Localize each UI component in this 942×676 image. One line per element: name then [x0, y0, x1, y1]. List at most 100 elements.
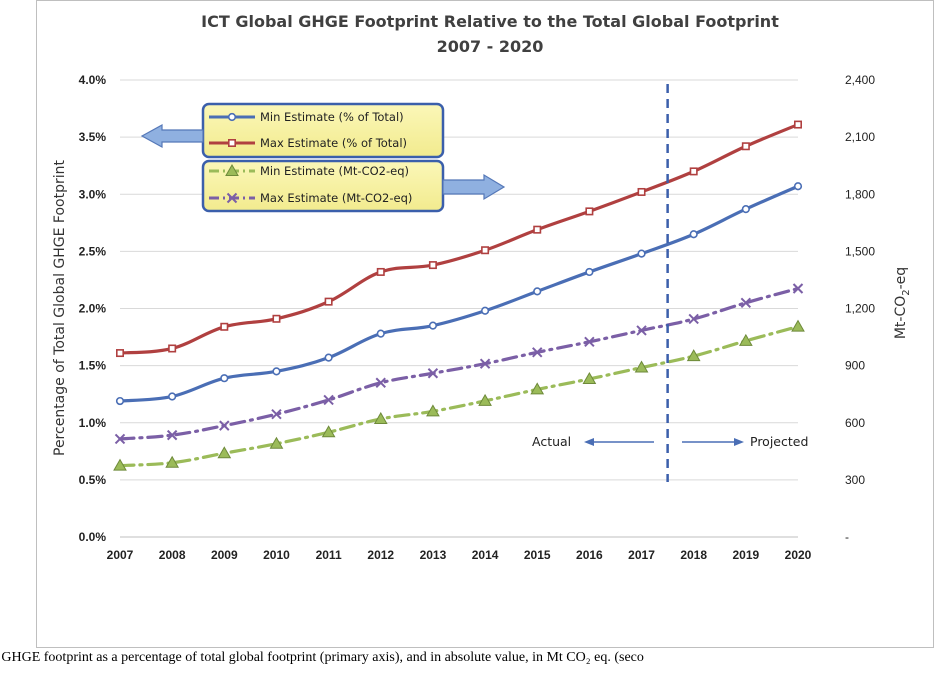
series-3 — [113, 319, 805, 471]
actual-label: Actual — [532, 434, 571, 449]
data-point — [321, 425, 336, 438]
chart-subtitle: 2007 - 2020 — [437, 37, 544, 56]
right-tick-label: 1,800 — [845, 187, 875, 201]
x-marker-stroke — [792, 283, 804, 294]
legend-marker — [226, 192, 238, 204]
x-marker-stroke — [375, 377, 386, 388]
data-point — [427, 368, 439, 379]
left-axis: 0.0% 0.5% 1.0% 1.5% 2.0% 2.5% 3.0% 3.5% 4.0% — [79, 73, 107, 544]
x-marker-stroke — [226, 192, 238, 204]
x-tick-label: 2017 — [628, 548, 655, 562]
left-tick-label: 0.0% — [79, 530, 107, 544]
y-axis-label-left: Percentage of Total Global GHGE Footprin… — [52, 159, 68, 456]
data-point — [688, 313, 699, 325]
data-point — [115, 396, 125, 406]
right-tick-label: 2,400 — [845, 73, 875, 87]
right-tick-label: - — [845, 530, 849, 544]
data-point — [582, 371, 597, 384]
legend-label: Min Estimate (Mt-CO2-eq) — [260, 164, 409, 178]
data-point — [636, 325, 647, 336]
legend-entry-4: Max Estimate (Mt-CO2-eq) — [209, 191, 412, 205]
legend-marker — [225, 163, 239, 176]
y-axis-label-right-part1: Mt-CO — [893, 296, 909, 339]
left-tick-label: 4.0% — [79, 73, 107, 87]
actual-arrow — [584, 438, 654, 446]
data-point — [793, 182, 803, 191]
legend-entry-2: Max Estimate (% of Total) — [209, 136, 407, 150]
data-point — [426, 404, 440, 417]
x-tick-label: 2011 — [316, 548, 342, 562]
x-tick-label: 2009 — [211, 548, 238, 562]
data-point — [220, 322, 229, 331]
x-marker-stroke — [479, 358, 491, 369]
legend-label: Max Estimate (Mt-CO2-eq) — [260, 191, 412, 205]
y-axis-label-right-part3: -eq — [893, 267, 909, 290]
x-marker-stroke — [584, 336, 595, 348]
data-point — [375, 377, 386, 388]
x-marker-stroke — [740, 297, 752, 308]
data-point — [323, 394, 334, 406]
data-point — [166, 429, 178, 441]
data-point — [480, 306, 490, 315]
left-tick-label: 0.5% — [79, 473, 107, 487]
data-point — [792, 283, 804, 294]
projected-label: Projected — [750, 434, 808, 449]
legend-marker — [227, 112, 237, 122]
right-tick-label: 300 — [845, 473, 865, 487]
legend-entry-3: Min Estimate (Mt-CO2-eq) — [209, 163, 409, 178]
data-point — [428, 261, 437, 270]
series-1 — [115, 182, 803, 406]
series-4 — [114, 283, 804, 445]
data-point — [793, 120, 802, 129]
data-point — [689, 167, 698, 176]
left-tick-label: 3.5% — [79, 130, 107, 144]
legend-entries: Min Estimate (% of Total) Max Estimate (%… — [209, 110, 412, 205]
data-point — [272, 314, 281, 323]
data-point — [637, 249, 646, 258]
x-marker-stroke — [532, 347, 543, 358]
data-point — [533, 287, 542, 296]
data-point — [220, 374, 229, 383]
series-line — [118, 286, 800, 441]
x-axis: 2007 2008 2009 2010 2011 2012 2013 2014 2015 2016… — [107, 548, 812, 562]
data-point — [113, 458, 127, 471]
x-tick-label: 2020 — [785, 548, 812, 562]
data-point — [165, 455, 180, 468]
left-tick-label: 1.0% — [79, 416, 107, 430]
x-tick-label: 2014 — [472, 548, 499, 562]
right-axis: - 300 600 900 1,200 1,500 1,800 2,100 2,400 — [845, 73, 875, 544]
right-tick-label: 1,500 — [845, 244, 875, 258]
x-marker-stroke — [688, 313, 699, 325]
left-tick-label: 2.0% — [79, 302, 107, 316]
x-marker-stroke — [271, 408, 282, 420]
data-point — [219, 420, 230, 431]
data-point — [217, 446, 232, 459]
x-marker-stroke — [114, 433, 126, 445]
data-point — [533, 225, 542, 234]
legend-label: Max Estimate (% of Total) — [260, 136, 407, 150]
series-line — [118, 184, 800, 403]
y-axis-label-right-subscript: 2 — [901, 289, 912, 295]
data-point — [324, 353, 333, 362]
left-tick-label: 3.0% — [79, 187, 107, 201]
data-point — [634, 360, 649, 373]
data-point — [686, 349, 701, 362]
x-tick-label: 2007 — [107, 548, 134, 562]
data-point — [689, 230, 698, 239]
series-layer — [113, 120, 805, 471]
x-tick-label: 2019 — [732, 548, 759, 562]
data-point — [168, 392, 177, 401]
right-tick-label: 1,200 — [845, 302, 875, 316]
figure-caption: l GHGE footprint as a percentage of tota… — [0, 650, 644, 665]
data-point — [324, 297, 333, 306]
chart-frame — [36, 0, 934, 648]
legend-label: Min Estimate (% of Total) — [260, 110, 404, 124]
data-point — [114, 433, 126, 445]
series-line — [118, 122, 800, 355]
data-point — [479, 358, 491, 369]
x-marker-stroke — [636, 325, 647, 336]
data-point — [478, 393, 492, 406]
legend: Min Estimate (% of Total) Max Estimate (%… — [140, 102, 506, 213]
data-point — [532, 347, 543, 358]
